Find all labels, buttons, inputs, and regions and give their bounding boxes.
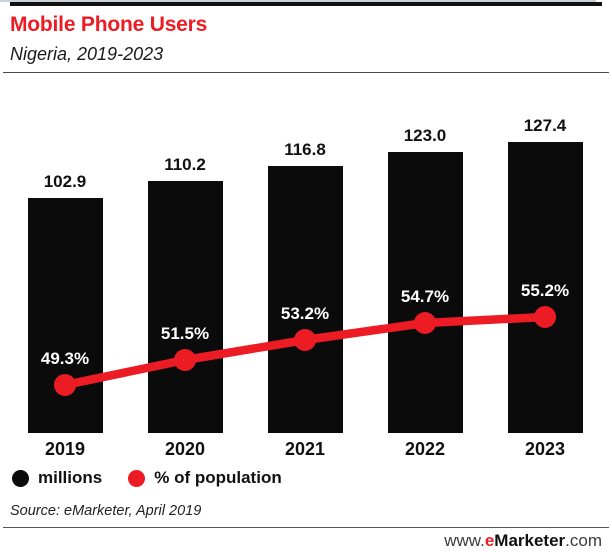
legend-label-population: % of population: [154, 468, 282, 487]
x-axis-label: 2019: [44, 439, 86, 459]
bar-value-label: 110.2: [164, 155, 206, 174]
legend-item-millions: millions: [12, 468, 102, 488]
percent-label: 51.5%: [160, 324, 210, 343]
percent-label: 53.2%: [280, 304, 330, 323]
legend-label-millions: millions: [38, 468, 103, 487]
x-axis-line: [0, 0, 596, 2]
legend-item-population: % of population: [128, 468, 282, 488]
source-note: Source: eMarketer, April 2019: [10, 503, 202, 519]
bar-value-label: 116.8: [284, 140, 326, 159]
millions-marker-icon: [12, 469, 29, 487]
bar: [267, 166, 343, 433]
percent-label: 54.7%: [400, 287, 450, 306]
footer-url: www.eMarketer.com: [444, 531, 602, 551]
bar-value-label: 127.4: [523, 116, 567, 135]
percent-label: 55.2%: [520, 281, 570, 300]
x-axis-label: 2020: [164, 439, 206, 459]
top-accent-bar: [10, 2, 602, 6]
bar: [147, 181, 223, 433]
footer-divider: [3, 527, 609, 528]
bar-value-label: 123.0: [403, 126, 447, 145]
x-axis-label: 2021: [284, 439, 326, 459]
chart-subtitle: Nigeria, 2019-2023: [10, 44, 164, 64]
bar: [27, 198, 103, 433]
population-marker-icon: [128, 469, 146, 487]
header-divider: [3, 72, 609, 73]
footer-www: www.: [444, 531, 485, 550]
footer-brand-rest: Marketer: [494, 531, 566, 550]
x-axis-label: 2023: [524, 439, 566, 459]
percent-label: 49.3%: [40, 349, 90, 368]
footer-brand-e: e: [484, 531, 495, 550]
bar-value-label: 102.9: [43, 172, 87, 191]
footer-com: .com: [565, 531, 602, 550]
x-axis-label: 2022: [404, 439, 446, 459]
chart-title: Mobile Phone Users: [10, 13, 208, 36]
legend: millions % of population: [12, 468, 282, 488]
